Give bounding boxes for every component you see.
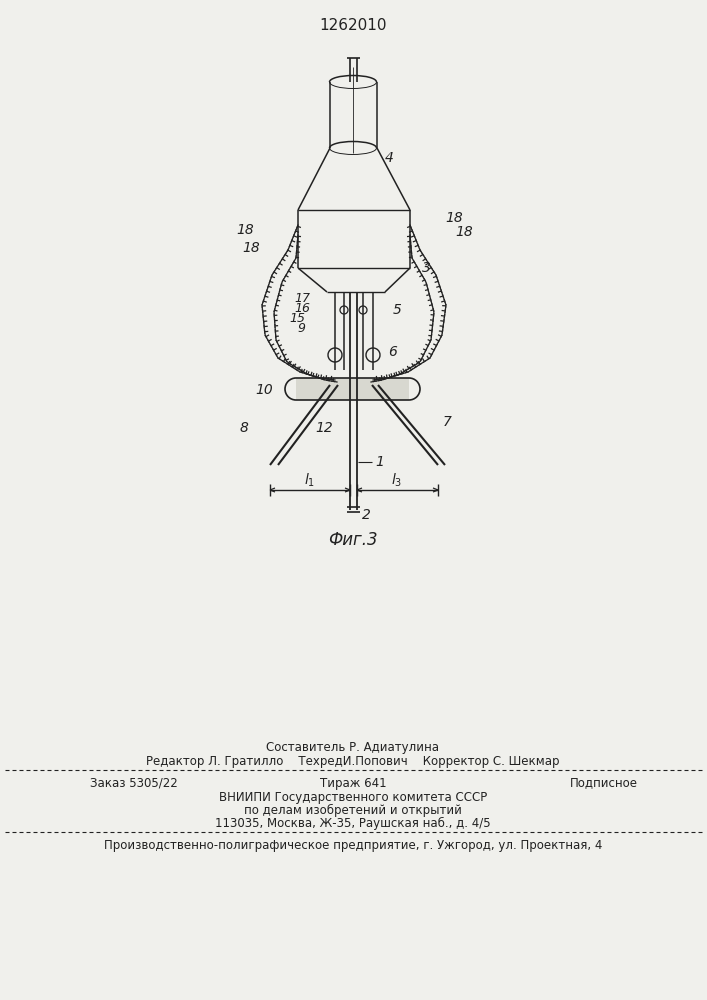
Text: Производственно-полиграфическое предприятие, г. Ужгород, ул. Проектная, 4: Производственно-полиграфическое предприя… [104,838,602,852]
Text: Фиг.3: Фиг.3 [328,531,378,549]
Text: 18: 18 [445,211,463,225]
Text: 2: 2 [362,508,371,522]
Text: 6: 6 [388,345,397,359]
Text: 15: 15 [289,312,305,326]
Text: Составитель Р. Адиатулина: Составитель Р. Адиатулина [267,742,440,754]
Text: 1: 1 [375,455,384,469]
Text: 5: 5 [393,303,402,317]
Text: 113035, Москва, Ж-35, Раушская наб., д. 4/5: 113035, Москва, Ж-35, Раушская наб., д. … [215,816,491,830]
Text: по делам изобретений и открытий: по делам изобретений и открытий [244,803,462,817]
Text: 10: 10 [255,383,273,397]
Text: 8: 8 [239,421,248,435]
Text: 9: 9 [297,322,305,336]
Text: $l_3$: $l_3$ [392,471,402,489]
Text: ВНИИПИ Государственного комитета СССР: ВНИИПИ Государственного комитета СССР [219,790,487,804]
Text: Заказ 5305/22: Заказ 5305/22 [90,776,177,790]
Text: $l_1$: $l_1$ [305,471,315,489]
Text: 18: 18 [455,225,473,239]
Text: 4: 4 [385,151,394,165]
Text: Подписное: Подписное [570,776,638,790]
Text: 7: 7 [443,415,452,429]
Text: 1262010: 1262010 [320,17,387,32]
Text: 16: 16 [294,302,310,316]
Text: 18: 18 [243,241,260,255]
Text: 17: 17 [294,292,310,306]
Text: 3: 3 [422,261,431,275]
Text: 18: 18 [236,223,254,237]
Text: Редактор Л. Гратилло    ТехредИ.Попович    Корректор С. Шекмар: Редактор Л. Гратилло ТехредИ.Попович Кор… [146,756,560,768]
FancyBboxPatch shape [296,378,409,400]
Text: 12: 12 [315,421,333,435]
Text: Тираж 641: Тираж 641 [320,776,386,790]
